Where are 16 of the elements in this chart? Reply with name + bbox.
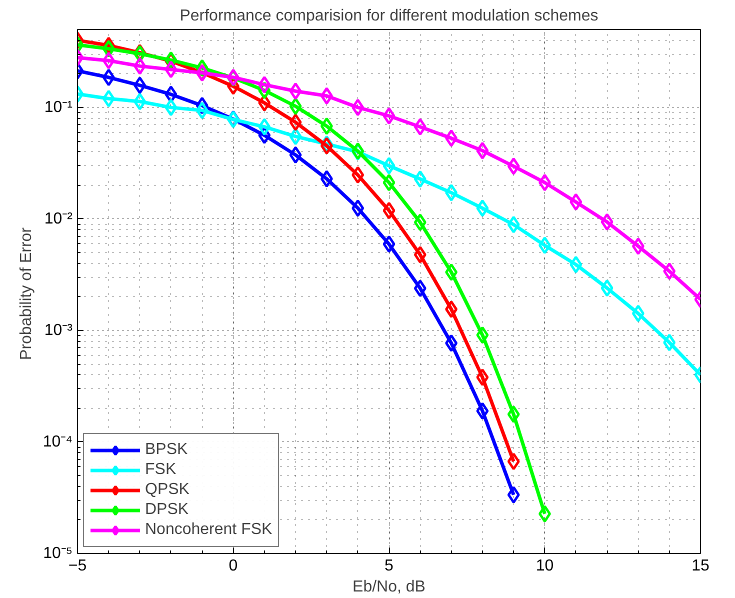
y-tick-label: 10⁻²: [44, 210, 74, 228]
x-axis-title: Eb/No, dB: [352, 578, 426, 596]
legend-label: FSK: [145, 461, 176, 479]
y-axis-title: Probability of Error: [18, 226, 35, 360]
x-tick-label: 10: [536, 558, 554, 574]
chart-title: Performance comparision for different modulation schemes: [180, 8, 598, 24]
y-tick-label: 10⁻¹: [44, 98, 72, 116]
x-tick-label: 5: [384, 558, 394, 574]
legend-label: Noncoherent FSK: [145, 521, 272, 539]
y-tick-label: 10⁻⁴: [42, 433, 73, 450]
y-tick-label: 10⁻³: [44, 322, 74, 339]
x-tick-label: 15: [692, 558, 710, 574]
legend-label: BPSK: [145, 441, 188, 459]
legend-label: QPSK: [145, 481, 190, 499]
legend-label: DPSK: [145, 501, 189, 519]
x-tick-label: 0: [228, 558, 238, 574]
